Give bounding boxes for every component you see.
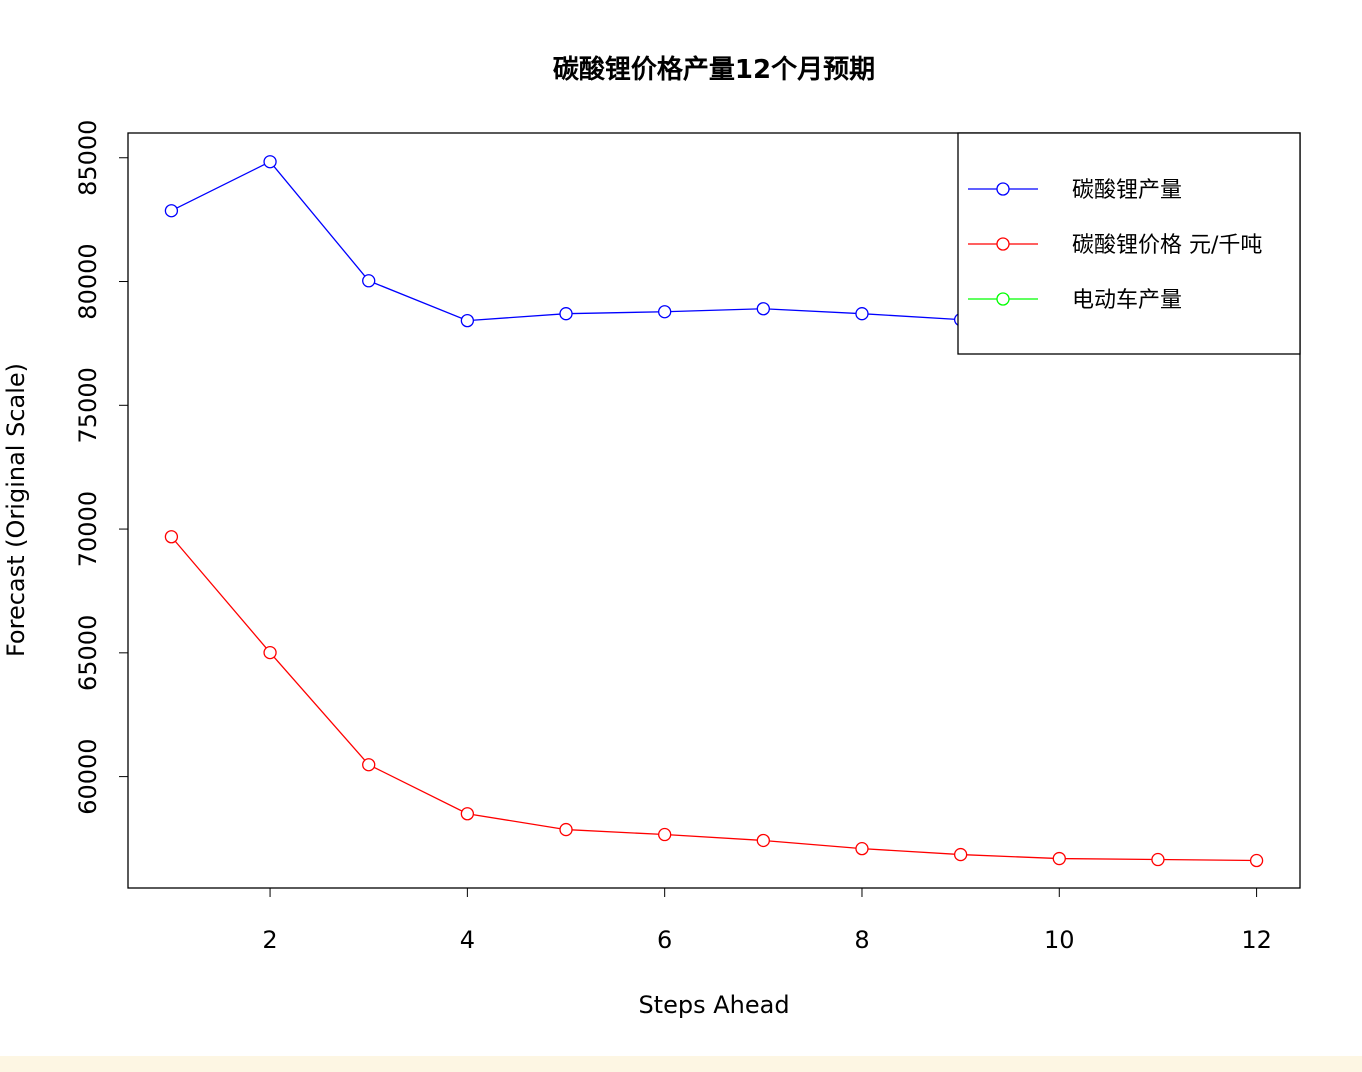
y-axis-label: Forecast (Original Scale) <box>2 363 30 657</box>
point <box>559 822 573 837</box>
point <box>1151 852 1165 867</box>
y-tick-label: 80000 <box>74 243 102 319</box>
point <box>1052 851 1066 866</box>
point <box>658 827 672 842</box>
y-tick-label: 75000 <box>74 367 102 443</box>
y-tick-label: 65000 <box>74 615 102 691</box>
x-tick-label: 4 <box>460 926 475 954</box>
legend-label: 碳酸锂产量 <box>1072 178 1182 203</box>
point <box>855 841 869 856</box>
point <box>756 833 770 848</box>
point <box>855 307 869 321</box>
point <box>263 155 277 169</box>
plot-frame <box>127 132 1301 889</box>
point <box>953 847 968 862</box>
point <box>1249 853 1264 868</box>
legend-marker <box>996 182 1010 196</box>
x-tick-label: 10 <box>1044 926 1075 954</box>
point <box>164 530 179 544</box>
legend-label: 电动车产量 <box>1072 288 1182 313</box>
footer-band <box>0 1056 1362 1072</box>
point <box>362 758 376 772</box>
legend-label: 碳酸锂价格 元/千吨 <box>1072 233 1262 258</box>
point <box>362 274 376 288</box>
x-tick-label: 6 <box>657 926 672 954</box>
x-tick-label: 12 <box>1241 926 1272 954</box>
y-tick-label: 60000 <box>74 738 102 814</box>
point <box>756 302 770 316</box>
x-tick-label: 8 <box>854 926 869 954</box>
point <box>263 645 277 660</box>
point <box>164 204 179 218</box>
point <box>658 305 672 319</box>
point <box>460 313 475 328</box>
x-tick-label: 2 <box>262 926 277 954</box>
legend-marker <box>996 237 1010 251</box>
series-line <box>170 536 1257 862</box>
y-tick-label: 70000 <box>74 491 102 567</box>
x-axis-label: Steps Ahead <box>638 991 789 1019</box>
point <box>559 307 573 321</box>
y-tick-label: 85000 <box>74 120 102 196</box>
legend-marker <box>996 292 1010 306</box>
point <box>460 807 475 821</box>
chart-title: 碳酸锂价格产量12个月预期 <box>553 54 875 85</box>
